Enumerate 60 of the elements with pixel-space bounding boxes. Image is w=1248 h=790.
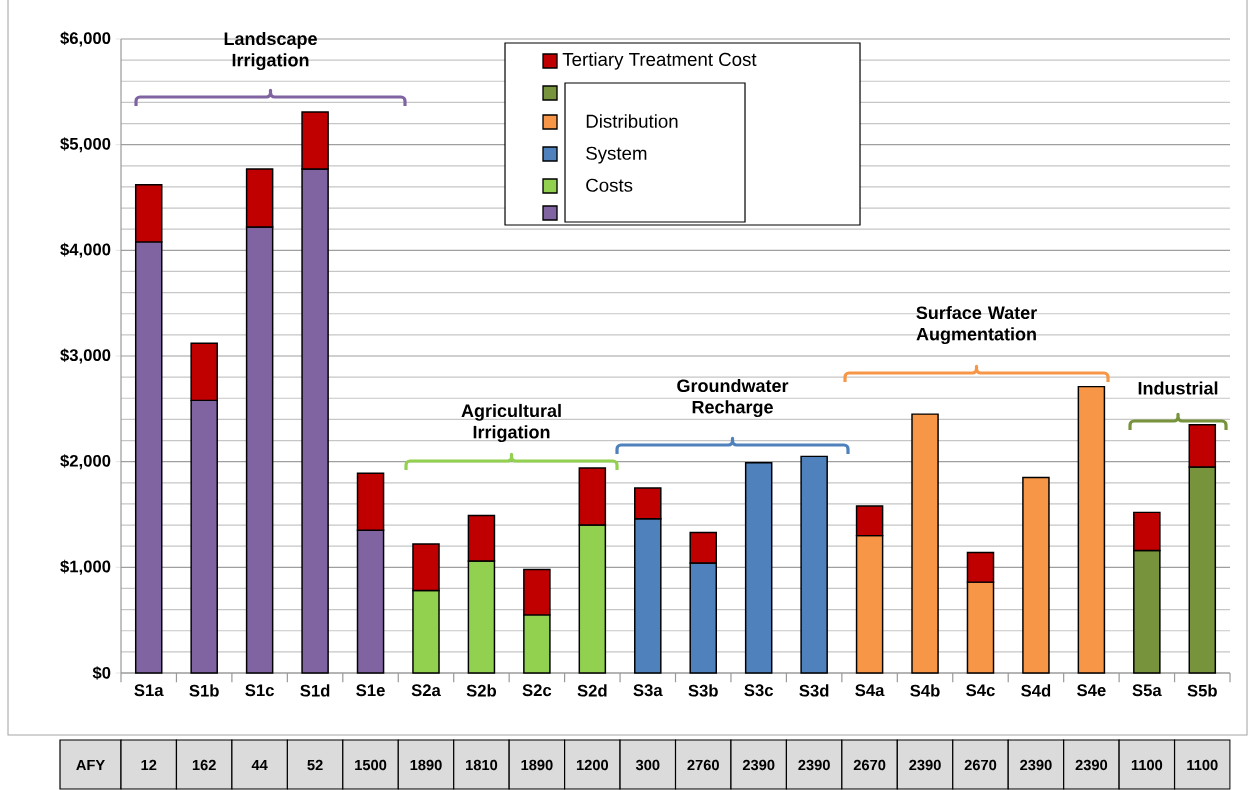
data-label: 1500 — [355, 759, 387, 771]
x-tick-label: S3c — [744, 684, 774, 697]
annotation: Surface Water Augmentation — [916, 305, 1037, 345]
x-tick-label: S4d — [1021, 684, 1051, 697]
legend-label: Distribution System Costs — [586, 114, 678, 192]
x-tick-label: S3b — [688, 684, 718, 697]
x-tick-label: S5b — [1187, 684, 1217, 697]
y-tick-label: $5,000 — [60, 137, 111, 153]
data-label: 2390 — [909, 759, 941, 771]
data-label: 300 — [635, 759, 660, 771]
annotation: Groundwater Recharge — [677, 378, 789, 418]
x-tick-label: S1b — [189, 684, 219, 697]
bar — [744, 461, 773, 674]
x-tick-label: S2c — [522, 684, 552, 697]
data-label: 1200 — [576, 759, 609, 771]
y-tick-label: $1,000 — [60, 559, 111, 575]
data-label: 2390 — [742, 759, 775, 771]
data-label: 2390 — [798, 759, 830, 771]
bar — [1022, 476, 1050, 674]
data-label: 162 — [192, 759, 216, 771]
x-tick-label: S1e — [356, 684, 385, 697]
x-tick-label: S3d — [799, 684, 829, 697]
annotation: Agricultural Irrigation — [461, 403, 561, 443]
data-label: 2670 — [964, 759, 997, 771]
x-tick-label: S4c — [966, 684, 995, 697]
x-tick-label: S3a — [633, 684, 663, 697]
bar — [911, 413, 939, 674]
y-tick-label: $4,000 — [60, 242, 111, 258]
x-tick-label: S2d — [577, 684, 607, 697]
legend-label: Tertiary Treatment Cost — [562, 52, 757, 70]
y-tick-label: $6,000 — [60, 31, 111, 47]
data-label: 52 — [307, 759, 323, 771]
x-tick-label: S4a — [855, 684, 885, 697]
x-tick-label: S1a — [134, 684, 164, 697]
data-label: 2390 — [1075, 759, 1108, 771]
data-label: 2760 — [687, 759, 719, 771]
data-label: 2390 — [1020, 759, 1052, 771]
x-tick-label: S4b — [910, 684, 940, 697]
data-label: 1890 — [521, 759, 553, 771]
y-tick-label: $3,000 — [60, 348, 111, 364]
y-tick-label: $0 — [92, 666, 111, 680]
text: AFY — [76, 759, 105, 771]
annotation: Landscape Irrigation — [224, 31, 317, 71]
bar — [800, 455, 828, 674]
x-tick-label: S2b — [466, 684, 497, 697]
x-tick-label: S5a — [1132, 684, 1162, 697]
data-label: 1100 — [1187, 759, 1218, 771]
annotation: Industrial — [1138, 381, 1218, 395]
y-tick-label: $2,000 — [60, 454, 111, 470]
data-label: 12 — [141, 759, 157, 771]
bar — [1077, 385, 1106, 674]
data-label: 1810 — [466, 759, 498, 771]
x-tick-label: S1d — [300, 684, 330, 697]
x-tick-label: S1c — [245, 684, 274, 697]
data-label: 2670 — [853, 759, 886, 771]
data-label: 1100 — [1131, 759, 1163, 771]
data-label: 1890 — [410, 759, 442, 771]
data-label: 44 — [251, 759, 268, 771]
x-tick-label: S4e — [1077, 684, 1106, 697]
x-tick-label: S2a — [411, 684, 441, 697]
